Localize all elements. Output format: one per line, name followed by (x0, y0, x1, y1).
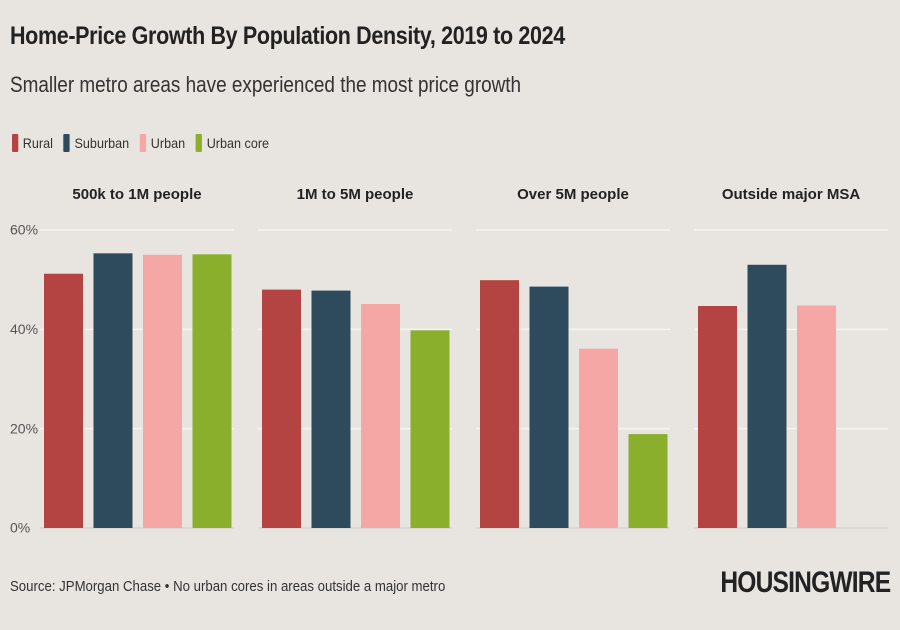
legend-item-suburban: Suburban (63, 134, 130, 152)
bar-rural (44, 273, 83, 528)
y-tick-label: 0% (10, 520, 30, 536)
bar-chart: 0% 20% 40% 60% 500k to 1M people 1M to 5M peo… (10, 186, 888, 536)
legend-swatch-urban-core (195, 134, 203, 152)
bar-urban-core (192, 254, 232, 528)
panel-title: 1M to 5M people (297, 186, 414, 203)
panel-title: Outside major MSA (722, 186, 861, 203)
bar-urban-core (410, 330, 450, 528)
legend-swatch-suburban (63, 134, 71, 152)
bar-urban (143, 254, 182, 528)
panel-title: 500k to 1M people (72, 186, 201, 203)
bar-rural (480, 280, 519, 528)
bar-suburban (529, 286, 569, 528)
legend: Rural Suburban Urban Urban core (12, 134, 269, 152)
bar-suburban (311, 290, 351, 528)
brand-logo: HOUSINGWIRE (719, 566, 891, 599)
y-tick-label: 40% (10, 321, 38, 337)
legend-label-urban-core: Urban core (206, 135, 270, 151)
panel-title: Over 5M people (517, 186, 629, 203)
bar-suburban (747, 264, 787, 528)
bar-urban (361, 304, 400, 528)
legend-swatch-rural (12, 134, 19, 152)
source-note: Source: JPMorgan Chase • No urban cores … (10, 578, 446, 595)
legend-item-rural: Rural (12, 134, 53, 152)
bar-suburban (93, 253, 133, 528)
chart-subtitle: Smaller metro areas have experienced the… (10, 72, 522, 97)
y-tick-label: 20% (10, 420, 38, 436)
chart-title: Home-Price Growth By Population Density,… (10, 22, 565, 50)
legend-label-urban: Urban (150, 135, 186, 151)
y-tick-label: 60% (10, 222, 38, 238)
bar-urban-core (628, 434, 668, 528)
legend-item-urban: Urban (139, 134, 186, 152)
legend-label-rural: Rural (22, 135, 53, 151)
bar-urban (579, 348, 618, 528)
bar-rural (262, 289, 301, 528)
bar-rural (698, 305, 737, 528)
bar-urban (797, 305, 836, 528)
legend-label-suburban: Suburban (74, 135, 130, 151)
legend-item-urban-core: Urban core (195, 134, 270, 152)
legend-swatch-urban (139, 134, 147, 152)
